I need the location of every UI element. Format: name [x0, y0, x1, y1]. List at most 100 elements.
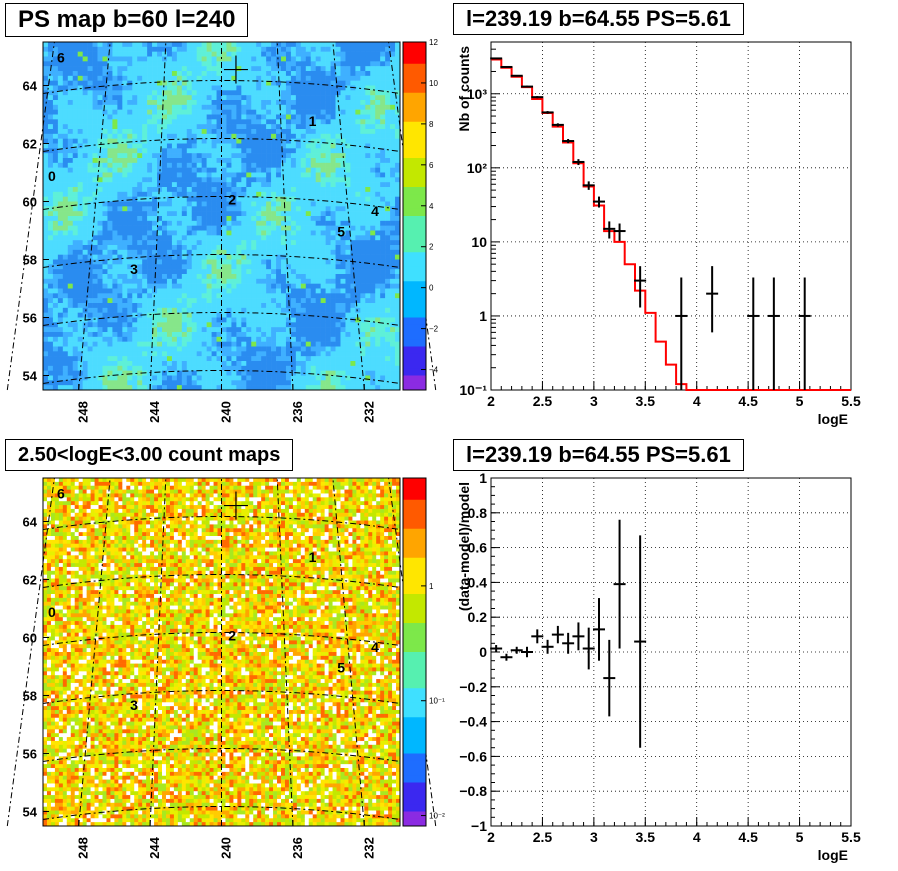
ps-map-colorbar-tick-label: 0	[429, 284, 434, 293]
spectrum-y-tick-label: 10²	[467, 160, 488, 176]
residual-y-tick-label: 0.4	[468, 574, 488, 590]
spectrum-x-tick-label: 4.5	[738, 393, 758, 409]
count-map-source-label: 0	[48, 604, 56, 620]
ps-map-source-label: 0	[48, 168, 56, 184]
residual-x-tick-label: 5	[796, 829, 804, 845]
count-map-x-tick-label: 248	[76, 837, 91, 859]
ps-map-graticule	[6, 41, 437, 391]
count-map-colorbar-tick-label: 1	[429, 582, 434, 591]
residual-x-tick-label: 5.5	[841, 829, 861, 845]
residual-x-tick-label: 4.5	[738, 829, 758, 845]
spectrum-x-tick-label: 5	[796, 393, 804, 409]
ps-map-source-label: 1	[309, 113, 317, 129]
ps-map-colorbar-tick-label: −2	[429, 325, 439, 334]
count-map-title: 2.50<logE<3.00 count maps	[5, 439, 294, 471]
residual-title: l=239.19 b=64.55 PS=5.61	[453, 439, 744, 471]
ps-map-colorbar-tick-label: 2	[429, 243, 434, 252]
count-map-source-label: 1	[309, 549, 317, 565]
count-map-source-label: 2	[228, 627, 236, 643]
spectrum-y-tick-label: 10⁻¹	[459, 382, 487, 398]
count-map-colorbar-tick-label: 10⁻²	[429, 812, 445, 821]
count-map-source-label: 5	[337, 659, 345, 675]
count-map-x-tick-label: 244	[147, 836, 162, 858]
spectrum-title: l=239.19 b=64.55 PS=5.61	[453, 3, 744, 35]
spectrum-grid	[491, 42, 851, 390]
spectrum-x-tick-label: 3.5	[636, 393, 656, 409]
count-map-pixels	[43, 478, 401, 827]
count-map-colorbar-tick-label: 10⁻¹	[429, 697, 445, 706]
ps-map-colorbar-tick-label: 4	[429, 202, 434, 211]
count-map-y-tick-label: 58	[23, 689, 37, 704]
ps-map-y-tick-label: 62	[23, 137, 37, 152]
residual-y-tick-label: −0.2	[459, 679, 487, 695]
spectrum-model-line	[491, 58, 851, 391]
ps-map-source-label: 4	[371, 203, 379, 219]
residual-y-tick-label: −1	[471, 818, 487, 834]
residual-y-tick-label: 0.2	[468, 609, 488, 625]
count-map-x-tick-label: 240	[219, 837, 234, 859]
count-map-y-tick-label: 64	[23, 515, 38, 530]
spectrum-y-tick-label: 10³	[467, 86, 488, 102]
ps-map-colorbar-tick-label: 10	[429, 79, 438, 88]
residual-x-tick-label: 2	[487, 829, 495, 845]
residual-y-tick-label: 0	[479, 644, 487, 660]
ps-map-colorbar-tick-label: 6	[429, 161, 434, 170]
ps-map-colorbar-tick-label: 12	[429, 38, 438, 47]
ps-map-source-label: 3	[130, 261, 138, 277]
spectrum-frame	[490, 41, 852, 391]
residual-grid	[491, 478, 851, 826]
ps-map-colorbar-tick-label: −4	[429, 366, 439, 375]
ps-map-source-label: 6	[57, 49, 65, 65]
ps-map-x-tick-label: 232	[361, 401, 376, 423]
count-map-x-tick-label: 236	[290, 837, 305, 859]
count-map-source-label: 6	[57, 485, 65, 501]
ps-map-y-tick-label: 58	[23, 253, 37, 268]
count-map-source-label: 4	[371, 639, 379, 655]
count-map-x-tick-label: 232	[361, 837, 376, 859]
residual-y-tick-label: 1	[479, 470, 487, 486]
residual-y-tick-label: −0.4	[459, 714, 487, 730]
spectrum-panel: 2 2.5 3 3.5 4 4.5 5 5.5 10⁻¹ 1 10 10² 10³ logE Nb of c…	[456, 41, 861, 427]
spectrum-x-tick-label: 4	[693, 393, 701, 409]
residual-y-tick-label: −0.6	[459, 748, 487, 764]
ps-map-colorbar: 12 10 8 6 4 2 0 −2 −4	[402, 38, 439, 391]
count-map-y-tick-label: 60	[23, 631, 37, 646]
residual-x-tick-label: 2.5	[533, 829, 553, 845]
count-map-y-tick-label: 62	[23, 573, 37, 588]
spectrum-x-tick-label: 2	[487, 393, 495, 409]
ps-map-source-label: 2	[228, 191, 236, 207]
ps-map-title: PS map b=60 l=240	[5, 3, 249, 37]
count-map-source-label: 3	[130, 697, 138, 713]
ps-map-source-label: 5	[337, 223, 345, 239]
residual-y-tick-label: −0.8	[459, 783, 487, 799]
spectrum-x-axis-label: logE	[818, 411, 848, 427]
residual-x-tick-label: 4	[693, 829, 701, 845]
residual-x-tick-label: 3.5	[636, 829, 656, 845]
spectrum-x-tick-label: 2.5	[533, 393, 553, 409]
ps-map-y-tick-label: 54	[23, 369, 38, 384]
residual-y-tick-label: 0.8	[468, 505, 488, 521]
spectrum-y-axis-label: Nb of counts	[456, 46, 472, 132]
ps-map-x-tick-label: 244	[147, 400, 162, 422]
count-map-graticule	[6, 477, 437, 827]
ps-map-x-tick-label: 240	[219, 401, 234, 423]
residual-y-axis-label: (data-model)/model	[456, 482, 472, 611]
spectrum-x-tick-label: 3	[590, 393, 598, 409]
ps-map-pixels	[43, 42, 401, 391]
residual-panel: 2 2.5 3 3.5 4 4.5 5 5.5 −1 −0.8 −0.6 −0.4 −0.2 0 0.2 0.…	[456, 470, 861, 863]
residual-x-tick-label: 3	[590, 829, 598, 845]
count-map-y-tick-label: 54	[23, 805, 38, 820]
ps-map-y-tick-label: 60	[23, 195, 37, 210]
ps-map-y-tick-label: 64	[23, 79, 38, 94]
ps-map-x-tick-label: 236	[290, 401, 305, 423]
count-map-y-tick-label: 56	[23, 747, 37, 762]
ps-map-y-tick-label: 56	[23, 311, 37, 326]
ps-map-colorbar-tick-label: 8	[429, 120, 434, 129]
ps-map-x-tick-label: 248	[76, 401, 91, 423]
count-map-colorbar: 1 10⁻¹ 10⁻²	[402, 477, 445, 827]
spectrum-y-tick-label: 1	[479, 308, 487, 324]
spectrum-x-tick-label: 5.5	[841, 393, 861, 409]
